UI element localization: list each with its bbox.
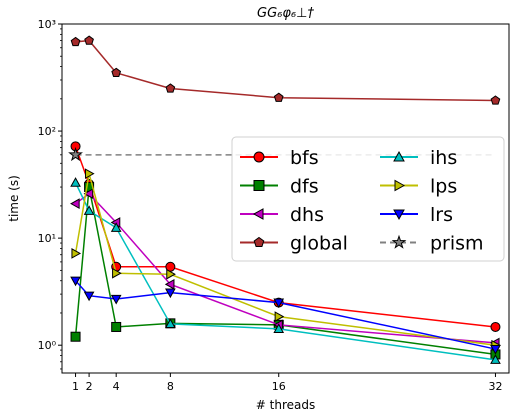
x-tick-label: 1: [72, 380, 79, 393]
data-point-ihs: [83, 205, 95, 215]
data-point-global: [70, 36, 81, 47]
legend-marker-dfs: [253, 180, 265, 191]
data-point-dfs: [111, 321, 122, 332]
legend-label: dfs: [290, 176, 319, 198]
data-point-lrs: [83, 291, 95, 302]
x-tick-label: 16: [272, 380, 286, 393]
data-point-lps: [112, 267, 122, 279]
data-point-ihs: [490, 354, 501, 364]
data-point-lrs: [165, 288, 176, 299]
series-line-lps: [74, 173, 496, 346]
data-point-prism: [68, 147, 83, 162]
plot-frame: [61, 23, 510, 374]
legend-item-bfs: bfs: [240, 147, 319, 169]
data-point-dhs: [83, 188, 94, 200]
data-point-dhs: [70, 198, 80, 209]
data-point-global: [165, 83, 176, 93]
legend-item-lrs: lrs: [380, 204, 453, 226]
legend-item-ihs: ihs: [380, 147, 457, 169]
legend-item-dhs: dhs: [240, 204, 324, 226]
data-point-global: [273, 92, 284, 102]
data-point-lrs: [273, 298, 285, 309]
data-point-ihs: [165, 318, 176, 329]
data-point-lrs: [490, 344, 501, 355]
chart-title: GG₆φ₆⊥†: [257, 6, 314, 21]
data-point-lrs: [70, 276, 81, 287]
x-axis-label: # threads: [256, 398, 315, 412]
legend-label: lps: [430, 176, 457, 198]
x-tick-label: 4: [113, 380, 120, 393]
data-point-global: [111, 67, 122, 77]
legend-label: dhs: [290, 204, 324, 226]
y-axis: 10⁰ 10¹ 10² 10³: [38, 18, 62, 370]
legend-marker-prism: [391, 234, 407, 249]
data-point-bfs: [490, 321, 501, 332]
legend-marker-ihs: [393, 150, 405, 162]
y-tick-label: 10⁰: [38, 339, 57, 352]
series-lps: [71, 168, 501, 351]
series-line-ihs: [74, 182, 496, 361]
data-point-lrs: [110, 294, 122, 305]
x-tick-label: 2: [86, 380, 93, 393]
data-point-lps: [274, 311, 285, 322]
y-tick-label: 10²: [38, 125, 56, 138]
legend-marker-bfs: [253, 151, 265, 163]
legend-label: global: [290, 233, 348, 255]
legend-marker-global: [253, 236, 265, 248]
legend-marker-lps: [394, 179, 406, 192]
series-global: [70, 35, 501, 105]
series-line-lrs: [74, 280, 496, 350]
legend-item-dfs: dfs: [240, 176, 319, 198]
legend-item-global: global: [240, 233, 348, 255]
legend-label: ihs: [430, 147, 457, 169]
data-point-dhs: [164, 279, 175, 290]
data-point-lps: [84, 168, 95, 180]
y-tick-label: 10¹: [38, 232, 56, 245]
plot-area: [61, 23, 510, 374]
series-lrs: [70, 276, 501, 355]
legend-box: [231, 136, 505, 262]
legend-label: lrs: [430, 204, 453, 226]
x-tick-label: 8: [167, 380, 174, 393]
series-line-global: [75, 39, 496, 102]
series-prism: [68, 147, 496, 162]
data-point-dfs: [70, 331, 81, 342]
legend-item-prism: prism: [380, 233, 484, 255]
y-tick-label: 10³: [38, 18, 56, 31]
legend-marker-dhs: [252, 208, 264, 220]
data-point-global: [490, 95, 501, 105]
data-point-lps: [71, 248, 82, 259]
legend-marker-lrs: [393, 209, 405, 221]
data-point-ihs: [273, 323, 285, 333]
series-ihs: [70, 177, 501, 364]
data-point-global: [84, 35, 94, 45]
x-axis: 1 2 4 8 16 32: [72, 373, 502, 393]
y-axis-label: time (s): [7, 175, 21, 222]
data-point-ihs: [110, 222, 122, 232]
legend-label: bfs: [290, 147, 319, 169]
legend-label: prism: [430, 233, 484, 255]
data-point-lps: [166, 268, 176, 280]
data-point-ihs: [70, 177, 81, 187]
legend: bfs dfs dhs global ihs lps lrs prism: [231, 136, 505, 262]
legend-item-lps: lps: [380, 176, 457, 198]
x-tick-label: 32: [488, 380, 502, 393]
